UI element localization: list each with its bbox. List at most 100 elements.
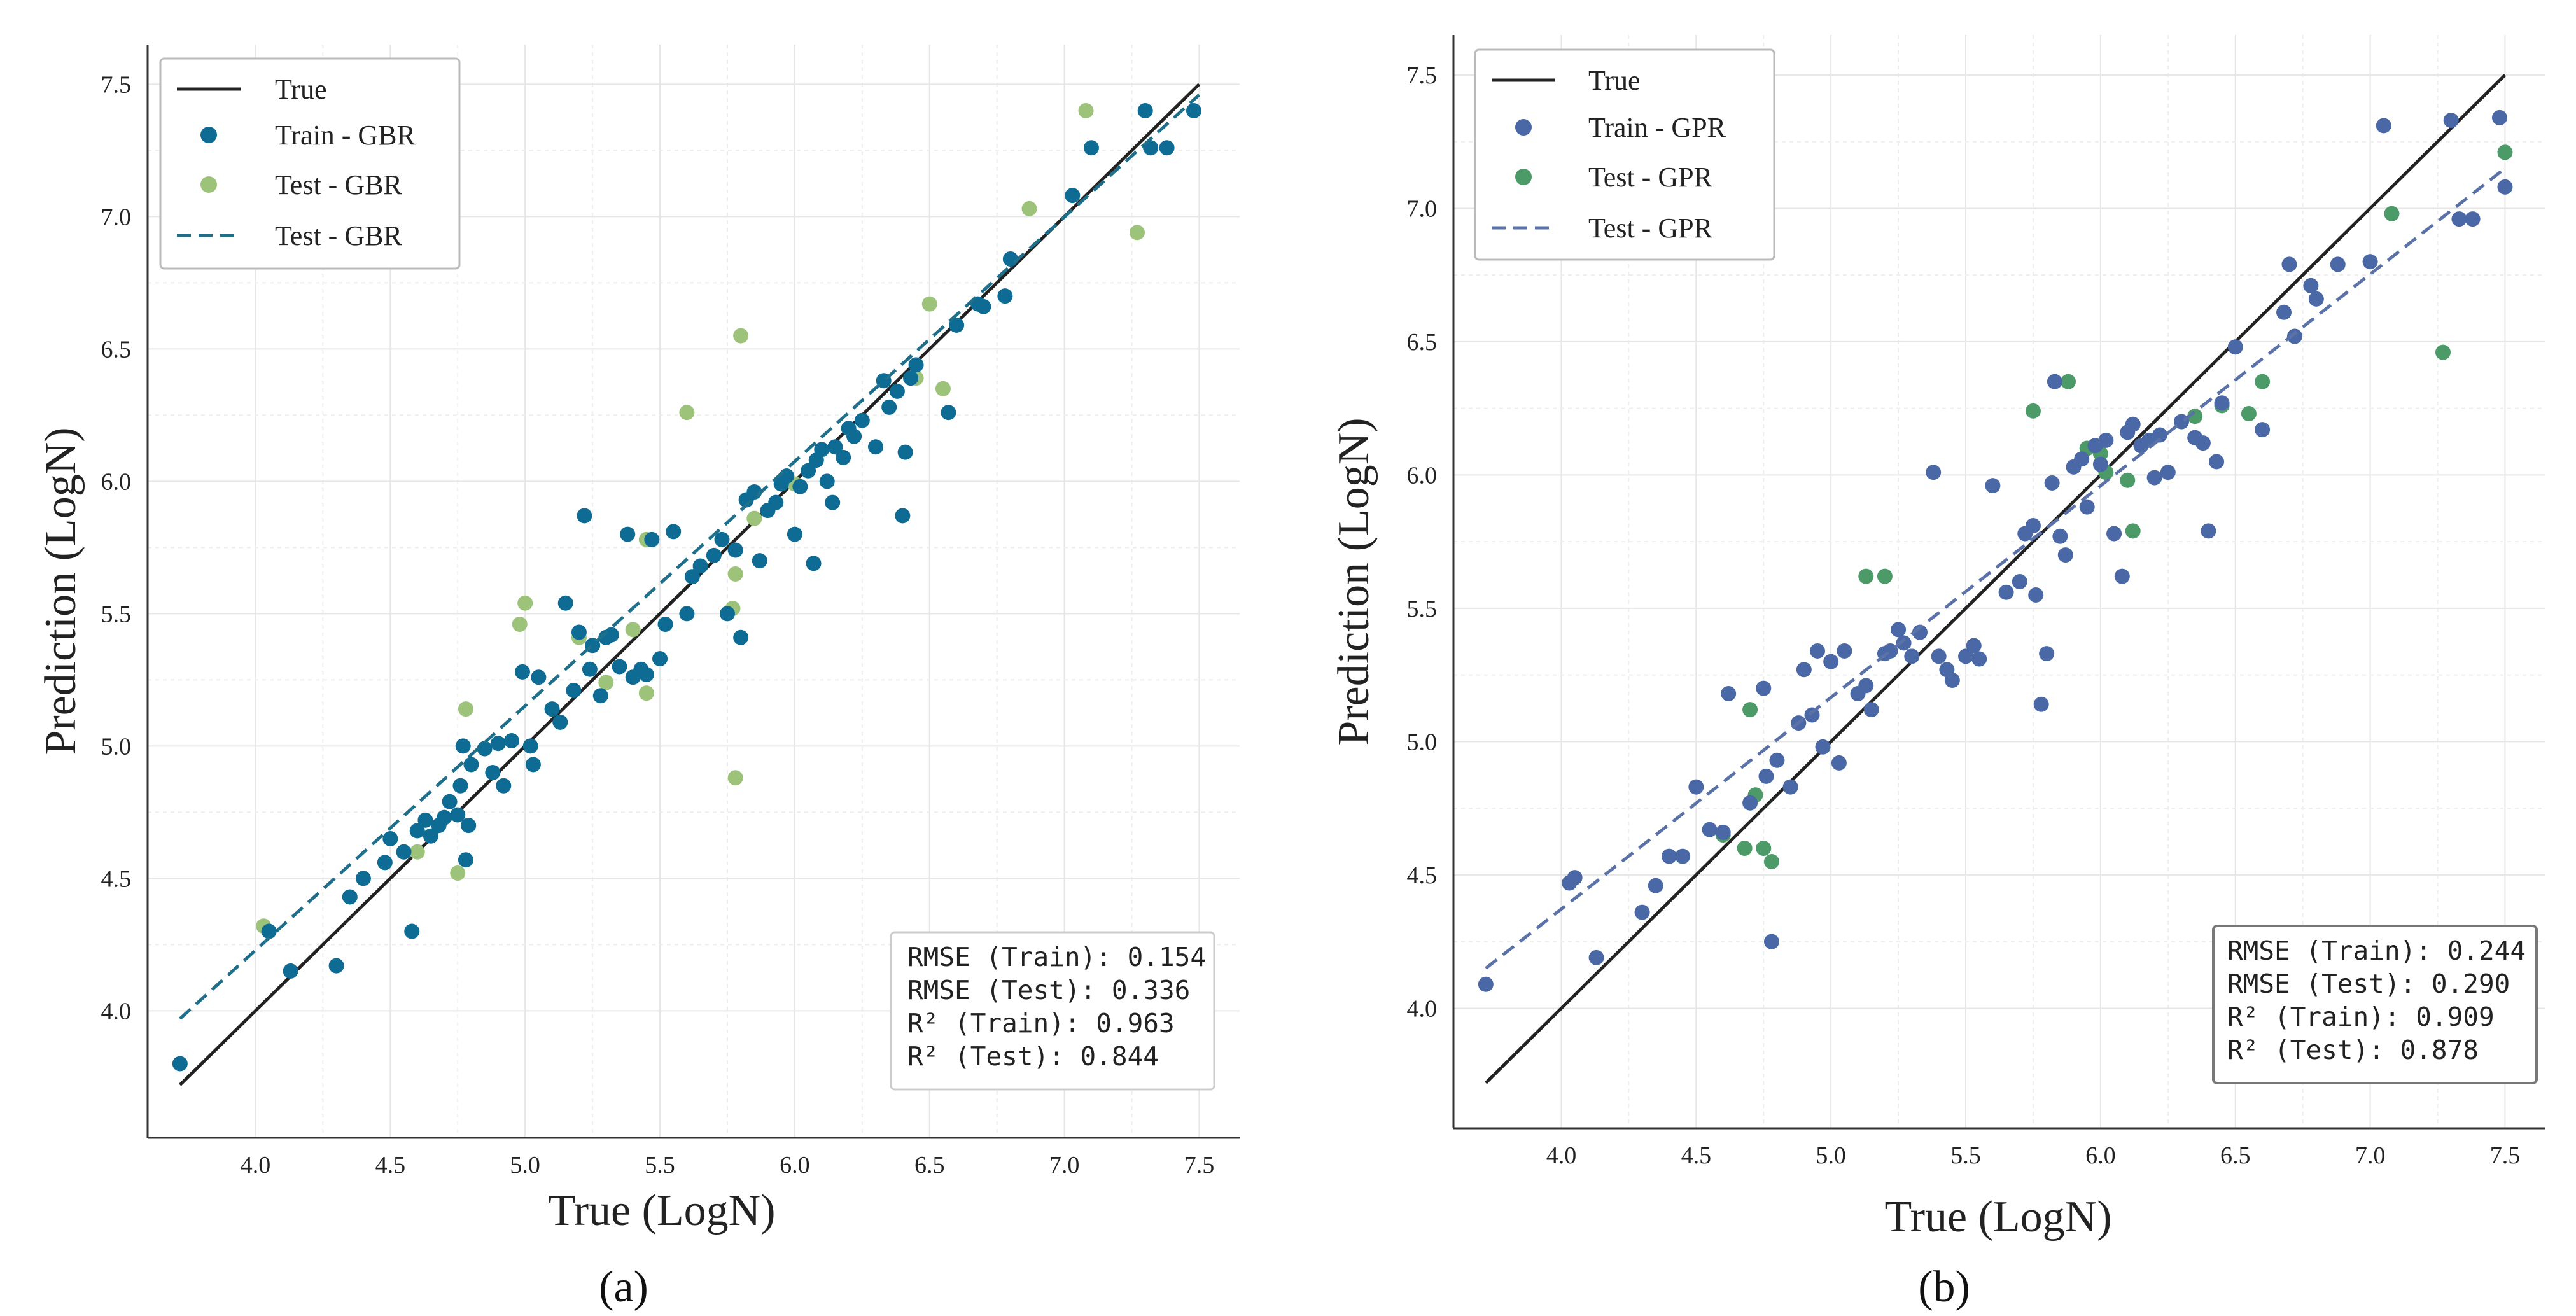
train-point-b bbox=[1688, 779, 1704, 795]
train-point-a bbox=[806, 556, 822, 571]
train-point-a bbox=[328, 958, 344, 974]
train-point-b bbox=[2214, 395, 2230, 411]
y-tick-label-a: 4.0 bbox=[101, 998, 132, 1025]
train-point-a bbox=[504, 733, 519, 749]
train-point-b bbox=[2079, 499, 2095, 515]
train-point-a bbox=[461, 818, 477, 834]
test-point-a bbox=[921, 296, 937, 312]
test-point-b bbox=[2384, 206, 2400, 221]
x-tick-labels-b: 4.0 4.5 5.0 5.5 6.0 6.5 7.0 7.5 bbox=[1546, 1142, 2520, 1169]
train-point-b bbox=[2195, 435, 2211, 451]
x-tick-label-a: 5.5 bbox=[645, 1152, 675, 1179]
train-point-a bbox=[404, 923, 420, 939]
metric-rmse-train-b: RMSE (Train): 0.244 bbox=[2227, 935, 2526, 966]
train-point-a bbox=[949, 317, 965, 333]
train-point-b bbox=[1702, 822, 1718, 837]
train-point-a bbox=[283, 963, 298, 979]
train-point-b bbox=[1796, 662, 1812, 678]
train-point-a bbox=[897, 444, 913, 460]
train-point-b bbox=[2209, 454, 2225, 470]
train-point-b bbox=[2376, 118, 2391, 134]
x-axis-title-a: True (LogN) bbox=[548, 1186, 775, 1235]
legend-test-label-a: Test - GBR bbox=[275, 169, 402, 200]
train-point-b bbox=[2098, 432, 2114, 448]
train-point-a bbox=[417, 812, 433, 828]
test-point-a bbox=[1078, 102, 1094, 118]
y-tick-labels-a: 4.0 4.5 5.0 5.5 6.0 6.5 7.0 7.5 bbox=[101, 71, 132, 1025]
train-point-a bbox=[644, 531, 660, 547]
train-point-a bbox=[458, 852, 473, 868]
metric-r2-test-a: R² (Test): 0.844 bbox=[907, 1041, 1159, 1072]
train-point-b bbox=[1634, 904, 1650, 920]
train-point-a bbox=[692, 558, 708, 574]
test-point-b bbox=[1737, 841, 1753, 857]
train-point-b bbox=[2491, 109, 2507, 125]
train-point-b bbox=[1823, 654, 1839, 669]
train-point-b bbox=[2152, 427, 2168, 443]
train-point-a bbox=[423, 828, 438, 844]
train-point-a bbox=[976, 298, 991, 314]
x-tick-label-b: 6.0 bbox=[2085, 1142, 2116, 1169]
legend-box-a bbox=[159, 57, 461, 270]
train-point-a bbox=[463, 757, 479, 773]
train-point-a bbox=[684, 569, 700, 585]
fit-line-a bbox=[179, 94, 1201, 1020]
train-point-a bbox=[779, 468, 795, 484]
test-point-b bbox=[2497, 144, 2513, 160]
legend-train-marker-b bbox=[1515, 119, 1532, 136]
train-point-b bbox=[2255, 422, 2271, 438]
train-point-b bbox=[1810, 643, 1825, 659]
train-point-a bbox=[1159, 140, 1175, 156]
train-point-a bbox=[733, 629, 749, 645]
train-point-b bbox=[1675, 848, 1691, 864]
train-point-b bbox=[1721, 685, 1737, 701]
test-point-b bbox=[2241, 406, 2257, 422]
y-axis-title-a: Prediction (LogN) bbox=[36, 427, 85, 755]
test-point-a bbox=[625, 622, 641, 638]
train-point-a bbox=[342, 889, 358, 905]
test-point-b bbox=[2025, 403, 2041, 419]
train-point-b bbox=[2074, 451, 2090, 467]
train-point-a bbox=[768, 494, 784, 510]
train-point-a bbox=[261, 923, 277, 939]
test-point-b bbox=[2120, 472, 2136, 488]
test-point-a bbox=[733, 328, 749, 344]
x-tick-label-a: 5.0 bbox=[510, 1152, 540, 1179]
train-point-b bbox=[1782, 779, 1798, 795]
test-point-b bbox=[1763, 853, 1779, 869]
train-point-b bbox=[1931, 648, 1947, 664]
legend-true-label-b: True bbox=[1588, 65, 1641, 96]
chart-panel-a: 4.0 4.5 5.0 5.5 6.0 6.5 7.0 7.5 4.0 4.5 5.0 5.5 6.0… bbox=[36, 45, 1240, 1312]
x-tick-label-b: 4.5 bbox=[1681, 1142, 1712, 1169]
train-point-b bbox=[2308, 291, 2324, 307]
y-tick-label-a: 5.5 bbox=[101, 601, 132, 627]
train-point-a bbox=[706, 547, 722, 563]
x-tick-label-a: 4.5 bbox=[375, 1152, 406, 1179]
train-point-a bbox=[531, 669, 547, 685]
train-point-a bbox=[895, 508, 911, 524]
y-tick-label-a: 7.0 bbox=[101, 204, 132, 230]
train-point-b bbox=[2362, 254, 2378, 270]
train-point-a bbox=[727, 542, 743, 558]
train-point-b bbox=[2125, 416, 2141, 432]
train-point-b bbox=[2039, 646, 2055, 662]
legend-a: True Train - GBR Test - GBR Test - GBR bbox=[159, 57, 461, 270]
train-point-a bbox=[714, 531, 730, 547]
test-point-b bbox=[2061, 374, 2076, 389]
y-tick-label-b: 6.0 bbox=[1407, 462, 1438, 489]
test-point-a bbox=[1129, 225, 1145, 241]
y-tick-label-b: 4.5 bbox=[1407, 862, 1438, 889]
test-point-b bbox=[2187, 409, 2203, 424]
test-point-b bbox=[1742, 702, 1758, 718]
y-axis-title-b: Prediction (LogN) bbox=[1329, 417, 1378, 745]
train-point-b bbox=[2052, 528, 2068, 544]
x-tick-label-b: 5.0 bbox=[1816, 1142, 1846, 1169]
train-point-a bbox=[908, 357, 924, 373]
train-point-a bbox=[801, 463, 816, 479]
train-point-a bbox=[941, 405, 956, 421]
train-point-b bbox=[1756, 680, 1772, 696]
test-point-a bbox=[727, 770, 743, 786]
train-point-b bbox=[1831, 755, 1847, 771]
train-point-a bbox=[881, 399, 897, 415]
train-point-a bbox=[442, 794, 458, 809]
